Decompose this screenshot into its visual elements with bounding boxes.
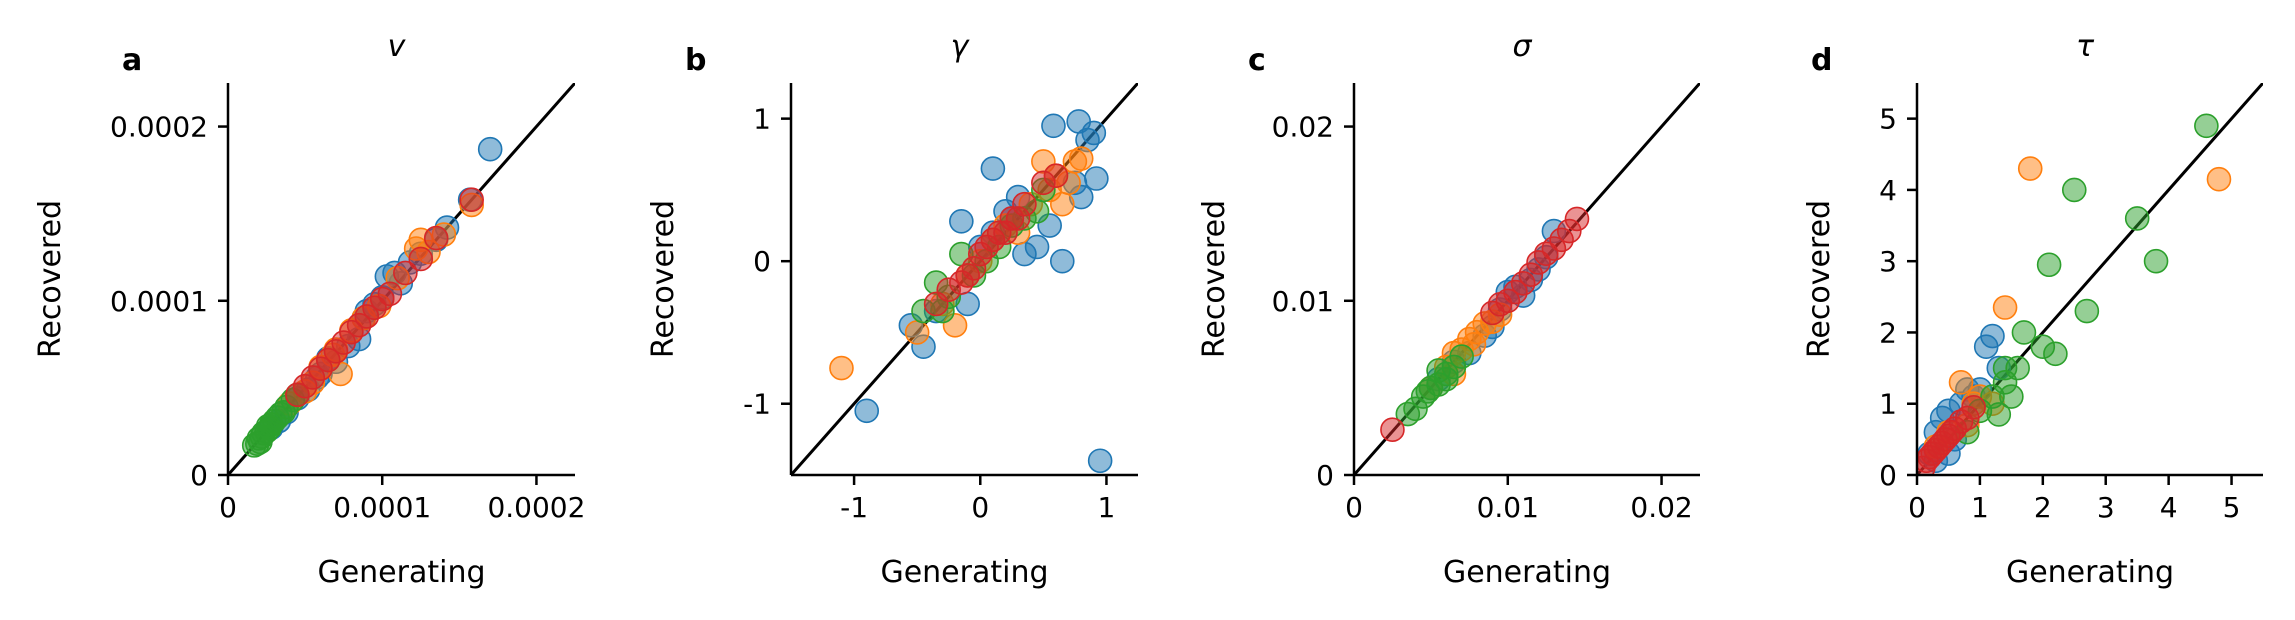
scatter-point xyxy=(459,187,484,213)
x-tick-label: 0.01 xyxy=(1477,491,1539,524)
panel-title: τ xyxy=(2076,29,2095,64)
x-tick-label: 0.02 xyxy=(1630,491,1692,524)
y-tick-label: 0.02 xyxy=(1272,111,1334,144)
scatter-point xyxy=(1415,379,1441,404)
panel-c: 0 0.01 0.02 0 0.01 0.02 Generating Recovered σ c xyxy=(1197,29,1700,590)
x-tick-label: -1 xyxy=(840,491,868,524)
scatter-point xyxy=(2036,252,2062,278)
scatter-point xyxy=(2043,341,2068,367)
y-axis-label: Recovered xyxy=(33,200,68,358)
scatter-point xyxy=(1380,417,1405,443)
y-axis-label: Recovered xyxy=(1802,200,1837,358)
panel-b: -1 0 1 -1 0 1 Generating Recovered γ b xyxy=(646,29,1138,590)
scatter-point xyxy=(377,281,403,307)
y-tick-label: 1 xyxy=(753,103,771,136)
x-tick-label: 0 xyxy=(971,491,989,524)
scatter-point xyxy=(2124,206,2150,231)
y-axis-label: Recovered xyxy=(1197,200,1232,358)
panel-title: σ xyxy=(1512,29,1532,64)
scatter-point xyxy=(477,136,503,162)
scatter-points xyxy=(241,136,503,458)
panel-title: v xyxy=(388,29,407,64)
scatter-point xyxy=(1948,370,1974,395)
scatter-point xyxy=(1961,394,1986,420)
scatter-point xyxy=(854,398,880,424)
y-tick-label: 5 xyxy=(1879,103,1897,136)
panel-letter: d xyxy=(1811,43,1832,78)
scatter-point xyxy=(1049,191,1075,217)
panel-a: 0 0.0001 0.000200.00010.0002GeneratingReco… xyxy=(33,29,585,590)
scatter-point xyxy=(980,156,1006,181)
y-tick-label: 3 xyxy=(1879,245,1897,278)
scatter-point xyxy=(248,429,273,455)
x-tick-label: 1 xyxy=(1971,491,1989,524)
scatter-points xyxy=(829,109,1113,474)
y-tick-label: 0.0001 xyxy=(110,285,208,318)
x-axis-label: Generating xyxy=(1443,555,1611,590)
scatter-point xyxy=(408,246,434,272)
y-tick-label: 0.0002 xyxy=(110,111,208,144)
x-axis-label: Generating xyxy=(317,555,485,590)
x-tick-label: 0 xyxy=(1345,491,1363,524)
scatter-point xyxy=(2017,156,2043,181)
scatter-point xyxy=(1433,366,1459,392)
scatter-point xyxy=(1081,120,1107,146)
x-axis-label: Generating xyxy=(2006,555,2174,590)
scatter-point xyxy=(2143,248,2169,274)
y-axis-label: Recovered xyxy=(646,200,681,358)
scatter-point xyxy=(393,260,418,286)
x-tick-label: 0 xyxy=(219,491,237,524)
scatter-point xyxy=(1992,370,2018,395)
scatter-point xyxy=(1084,166,1109,191)
scatter-point xyxy=(955,263,980,288)
y-tick-label: 0 xyxy=(1879,459,1897,492)
scatter-point xyxy=(1980,323,2005,349)
x-tick-label: 4 xyxy=(2160,491,2178,524)
scatter-point xyxy=(1024,234,1050,260)
panel-title: γ xyxy=(951,29,971,64)
scatter-point xyxy=(2194,113,2219,139)
scatter-point xyxy=(1041,113,1066,139)
scatter-point xyxy=(1986,402,2012,427)
scatter-point xyxy=(1068,146,1094,171)
scatter-point xyxy=(1087,448,1113,474)
x-tick-label: 1 xyxy=(1098,491,1116,524)
scatter-points xyxy=(1380,206,1590,443)
scatter-point xyxy=(1043,163,1069,188)
x-axis-label: Generating xyxy=(880,555,1048,590)
scatter-point xyxy=(2061,177,2087,203)
scatter-point xyxy=(1049,248,1075,274)
scatter-points xyxy=(1917,113,2232,475)
x-tick-label: 2 xyxy=(2034,491,2052,524)
y-tick-label: 0 xyxy=(1316,459,1334,492)
scatter-point xyxy=(2206,166,2232,192)
x-tick-label: 0.0001 xyxy=(333,491,431,524)
y-tick-label: -1 xyxy=(743,388,771,421)
panel-letter: a xyxy=(122,43,142,78)
panel-d: 0 1 2 3 4 5 0 1 2 3 4 5 Generating Recovered τ d xyxy=(1802,29,2263,590)
x-tick-label: 0.0002 xyxy=(487,491,585,524)
y-tick-label: 2 xyxy=(1879,316,1897,349)
scatter-point xyxy=(1449,344,1474,369)
y-tick-label: 4 xyxy=(1879,174,1897,207)
x-tick-label: 5 xyxy=(2223,491,2241,524)
panel-letter: b xyxy=(685,43,706,78)
scatter-point xyxy=(829,355,854,381)
x-tick-label: 3 xyxy=(2097,491,2115,524)
scatter-point xyxy=(904,320,930,345)
scatter-point xyxy=(423,225,449,251)
scatter-point xyxy=(1564,206,1590,232)
scatter-point xyxy=(2011,320,2037,345)
y-tick-label: 1 xyxy=(1879,388,1897,421)
x-tick-label: 0 xyxy=(1908,491,1926,524)
scatter-point xyxy=(1992,295,2018,320)
scatter-point xyxy=(1005,206,1031,231)
y-tick-label: 0.01 xyxy=(1272,285,1334,318)
panel-letter: c xyxy=(1248,43,1266,78)
scatter-point xyxy=(949,208,974,234)
y-tick-label: 0 xyxy=(190,459,208,492)
scatter-point xyxy=(2074,298,2100,324)
y-tick-label: 0 xyxy=(753,245,771,278)
